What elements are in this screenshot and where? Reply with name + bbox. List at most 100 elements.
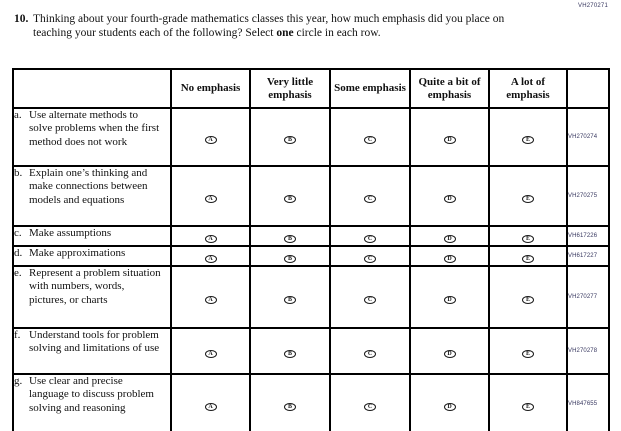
item-letter: b.	[14, 167, 23, 179]
row-code: VH617226	[566, 225, 610, 247]
oval-letter: C	[367, 256, 373, 262]
response-oval[interactable]: A	[204, 195, 217, 203]
item-cell: a. Use alternate methods to solve problem…	[12, 107, 172, 167]
option-cell: C	[329, 373, 411, 431]
option-cell: B	[249, 265, 331, 329]
option-cell: A	[170, 327, 251, 375]
header-quite-a-bit-of-emphasis: Quite a bit of emphasis	[409, 68, 490, 109]
oval-letter: C	[367, 137, 373, 143]
item-text: Represent a problem situation with numbe…	[29, 267, 161, 306]
response-oval[interactable]: E	[522, 195, 534, 203]
oval-letter: D	[447, 196, 452, 202]
response-oval[interactable]: B	[284, 255, 296, 263]
header-some-emphasis: Some emphasis	[329, 68, 411, 109]
row-code: VH847655	[566, 373, 610, 431]
question-text-part: circle in each row.	[293, 27, 381, 39]
response-oval[interactable]: E	[522, 255, 534, 263]
response-oval[interactable]: E	[522, 296, 534, 304]
oval-letter: B	[287, 236, 292, 242]
response-oval[interactable]: D	[443, 350, 456, 358]
response-oval[interactable]: A	[204, 350, 217, 358]
option-cell: E	[488, 165, 568, 227]
item-text: Make approximations	[29, 247, 126, 259]
option-cell: A	[170, 265, 251, 329]
response-oval[interactable]: E	[522, 235, 534, 243]
response-oval[interactable]: D	[443, 195, 456, 203]
response-oval[interactable]: C	[364, 136, 376, 144]
response-oval[interactable]: E	[522, 136, 534, 144]
form-code: VH270271	[578, 3, 608, 9]
question: 10. Thinking about your fourth-grade mat…	[14, 12, 584, 40]
option-cell: C	[329, 327, 411, 375]
item-letter: d.	[14, 247, 23, 259]
item-letter: c.	[14, 227, 22, 239]
response-oval[interactable]: D	[443, 136, 456, 144]
header-code-blank	[566, 68, 610, 109]
oval-letter: A	[208, 236, 213, 242]
item-cell: e. Represent a problem situation with num…	[12, 265, 172, 329]
response-oval[interactable]: E	[522, 402, 534, 411]
item-text: Make assumptions	[29, 227, 112, 239]
table-row: a. Use alternate methods to solve problem…	[12, 107, 610, 167]
response-oval[interactable]: A	[204, 235, 217, 243]
response-oval[interactable]: C	[364, 402, 376, 411]
response-oval[interactable]: B	[284, 235, 296, 243]
option-cell: D	[409, 265, 490, 329]
response-oval[interactable]: C	[364, 235, 376, 243]
option-cell: B	[249, 107, 331, 167]
header-very-little-emphasis: Very little emphasis	[249, 68, 331, 109]
table-row: c. Make assumptions A B C D E VH617226	[12, 225, 610, 247]
response-oval[interactable]: C	[364, 195, 376, 203]
oval-letter: D	[447, 351, 452, 357]
option-cell: C	[329, 245, 411, 267]
option-cell: A	[170, 373, 251, 431]
oval-letter: A	[208, 256, 213, 262]
oval-letter: B	[287, 196, 292, 202]
response-oval[interactable]: D	[443, 235, 456, 243]
item-text: Use clear and precise language to discus…	[29, 375, 154, 414]
oval-letter: D	[447, 297, 452, 303]
response-oval[interactable]: A	[204, 296, 217, 304]
response-oval[interactable]: A	[204, 402, 217, 411]
option-cell: A	[170, 245, 251, 267]
response-oval[interactable]: C	[364, 296, 376, 304]
item-cell: g. Use clear and precise language to disc…	[12, 373, 172, 431]
oval-letter: D	[447, 403, 452, 410]
option-cell: B	[249, 373, 331, 431]
response-oval[interactable]: B	[284, 195, 296, 203]
response-oval[interactable]: C	[364, 350, 376, 358]
response-oval[interactable]: B	[284, 136, 296, 144]
question-bold-word: one	[276, 27, 294, 39]
option-cell: E	[488, 225, 568, 247]
response-oval[interactable]: E	[522, 350, 534, 358]
response-oval[interactable]: A	[204, 255, 217, 263]
response-oval[interactable]: C	[364, 255, 376, 263]
table-row: g. Use clear and precise language to disc…	[12, 373, 610, 431]
oval-letter: C	[367, 236, 373, 242]
option-cell: C	[329, 265, 411, 329]
oval-letter: E	[525, 236, 530, 242]
response-oval[interactable]: B	[284, 350, 296, 358]
oval-letter: B	[287, 137, 292, 143]
option-cell: D	[409, 373, 490, 431]
table-row: b. Explain one’s thinking and make connec…	[12, 165, 610, 227]
response-oval[interactable]: B	[284, 296, 296, 304]
option-cell: E	[488, 107, 568, 167]
response-oval[interactable]: A	[204, 136, 217, 144]
option-cell: E	[488, 327, 568, 375]
option-cell: B	[249, 225, 331, 247]
response-oval[interactable]: D	[443, 296, 456, 304]
oval-letter: B	[287, 351, 292, 357]
oval-letter: A	[208, 351, 213, 357]
oval-letter: B	[287, 297, 292, 303]
table-row: e. Represent a problem situation with num…	[12, 265, 610, 329]
option-cell: A	[170, 107, 251, 167]
response-oval[interactable]: D	[443, 255, 456, 263]
option-cell: E	[488, 245, 568, 267]
response-oval[interactable]: B	[284, 402, 296, 411]
item-letter: f.	[14, 329, 21, 341]
item-text: Understand tools for problem solving and…	[29, 329, 160, 355]
response-oval[interactable]: D	[443, 402, 456, 411]
option-cell: E	[488, 373, 568, 431]
